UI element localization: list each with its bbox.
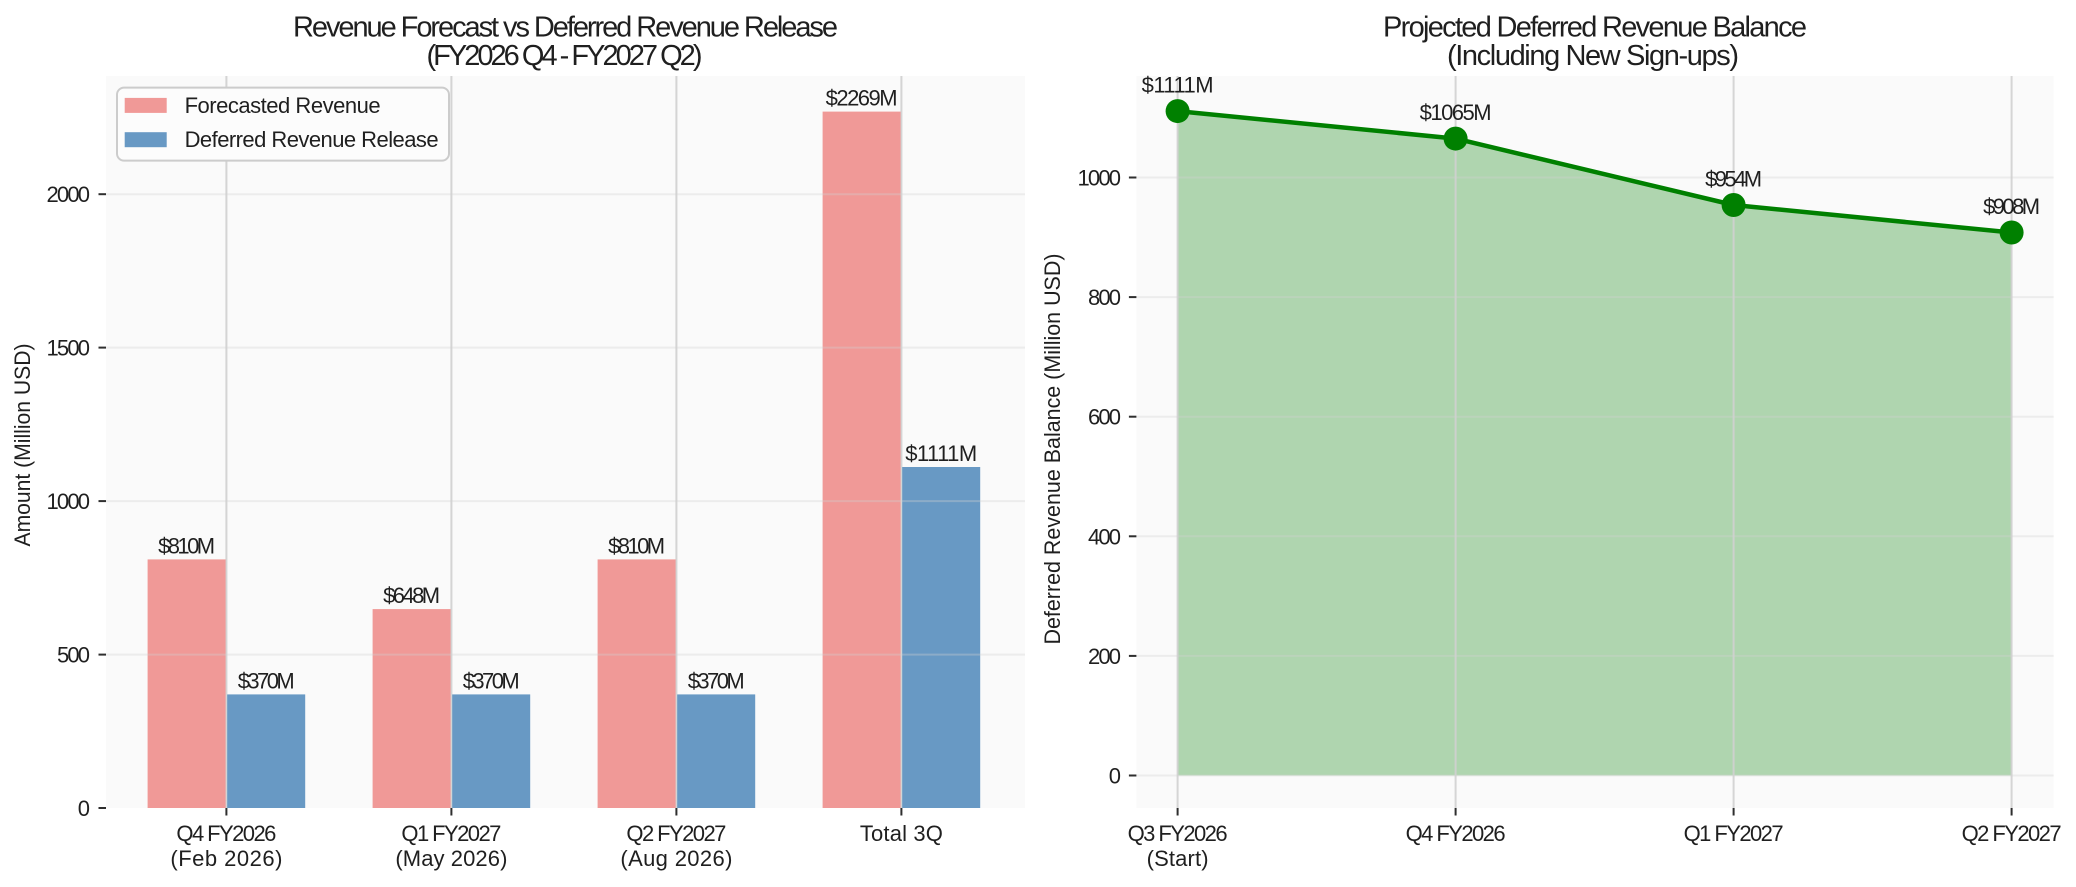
- svg-text:$2269M: $2269M: [826, 86, 898, 111]
- svg-text:400: 400: [1088, 524, 1121, 549]
- svg-text:1000: 1000: [1078, 166, 1122, 191]
- svg-text:(Aug 2026): (Aug 2026): [620, 846, 732, 871]
- svg-text:Q1 FY2027: Q1 FY2027: [401, 821, 501, 846]
- svg-text:2000: 2000: [47, 182, 91, 207]
- svg-text:Q2 FY2027: Q2 FY2027: [626, 821, 726, 846]
- svg-text:(FY2026 Q4 - FY2027 Q2): (FY2026 Q4 - FY2027 Q2): [427, 40, 703, 72]
- svg-text:800: 800: [1088, 285, 1121, 310]
- svg-text:Total 3Q: Total 3Q: [860, 821, 943, 846]
- svg-text:$810M: $810M: [608, 533, 665, 558]
- svg-text:(Including New Sign-ups): (Including New Sign-ups): [1447, 40, 1739, 72]
- svg-text:600: 600: [1088, 405, 1121, 430]
- svg-text:Deferred Revenue Release: Deferred Revenue Release: [185, 127, 439, 152]
- svg-text:$1111M: $1111M: [1142, 72, 1214, 97]
- svg-text:(Feb 2026): (Feb 2026): [170, 846, 282, 871]
- svg-text:Projected Deferred Revenue Bal: Projected Deferred Revenue Balance: [1383, 12, 1807, 44]
- svg-text:(Start): (Start): [1147, 846, 1209, 871]
- svg-text:Q4 FY2026: Q4 FY2026: [1406, 821, 1506, 846]
- svg-text:Q3 FY2026: Q3 FY2026: [1128, 821, 1228, 846]
- svg-text:$370M: $370M: [688, 668, 745, 693]
- svg-text:$370M: $370M: [463, 668, 520, 693]
- svg-text:0: 0: [1109, 764, 1121, 789]
- svg-text:1000: 1000: [47, 489, 91, 514]
- svg-text:$1111M: $1111M: [905, 441, 977, 466]
- svg-text:$1065M: $1065M: [1420, 100, 1492, 125]
- svg-text:$908M: $908M: [1983, 194, 2040, 219]
- svg-text:Q4 FY2026: Q4 FY2026: [176, 821, 276, 846]
- svg-text:Q2 FY2027: Q2 FY2027: [1962, 821, 2062, 846]
- svg-text:Q1 FY2027: Q1 FY2027: [1684, 821, 1784, 846]
- svg-text:$954M: $954M: [1705, 166, 1762, 191]
- svg-text:$810M: $810M: [158, 533, 215, 558]
- svg-text:$648M: $648M: [383, 583, 440, 608]
- svg-text:Deferred Revenue Balance (Mill: Deferred Revenue Balance (Million USD): [1040, 254, 1065, 645]
- svg-text:1500: 1500: [47, 336, 91, 361]
- svg-text:0: 0: [78, 796, 90, 821]
- svg-text:500: 500: [57, 643, 90, 668]
- svg-text:(May 2026): (May 2026): [395, 846, 507, 871]
- svg-text:$370M: $370M: [238, 668, 295, 693]
- svg-text:200: 200: [1088, 644, 1121, 669]
- svg-text:Forecasted Revenue: Forecasted Revenue: [185, 93, 381, 118]
- svg-text:Revenue Forecast vs Deferred R: Revenue Forecast vs Deferred Revenue Rel…: [293, 12, 838, 44]
- svg-text:Amount (Million USD): Amount (Million USD): [10, 344, 35, 547]
